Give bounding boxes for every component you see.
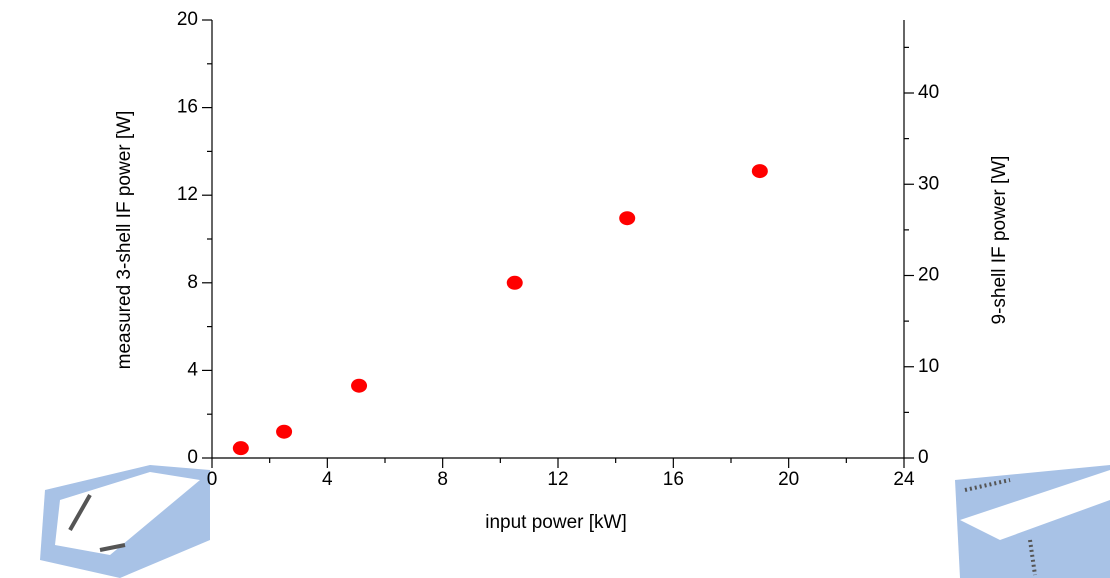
- x-tick-label: 16: [663, 469, 684, 490]
- point: [619, 211, 636, 226]
- x-tick-label: 8: [437, 469, 448, 490]
- y-tick-label: 16: [177, 97, 198, 118]
- y-axis-label: measured 3-shell IF power [W]: [114, 111, 135, 370]
- y-tick-label: 8: [187, 272, 198, 293]
- point: [751, 164, 768, 179]
- x-tick-label: 20: [778, 469, 799, 490]
- y-tick-label: 20: [177, 9, 198, 30]
- decoration: [40, 465, 1110, 578]
- y2-tick-label: 10: [918, 356, 939, 377]
- y2-tick-label: 40: [918, 82, 939, 103]
- x-tick-label: 4: [322, 469, 333, 490]
- y2-tick-label: 0: [918, 447, 929, 468]
- y-tick-label: 0: [187, 447, 198, 468]
- y-tick-label: 4: [187, 359, 198, 380]
- point: [276, 424, 293, 439]
- point: [506, 275, 523, 290]
- x-tick-label: 24: [893, 469, 915, 490]
- x-tick-label: 0: [207, 469, 218, 490]
- y2-tick-label: 20: [918, 265, 939, 286]
- x-tick-label: 12: [547, 469, 568, 490]
- point: [232, 441, 249, 456]
- y2-tick-label: 30: [918, 173, 939, 194]
- y-tick-label: 12: [177, 184, 198, 205]
- point: [351, 378, 368, 393]
- y2-axis-label: 9-shell IF power [W]: [989, 156, 1010, 325]
- axes: [211, 20, 905, 459]
- x-axis-label: input power [kW]: [485, 512, 627, 533]
